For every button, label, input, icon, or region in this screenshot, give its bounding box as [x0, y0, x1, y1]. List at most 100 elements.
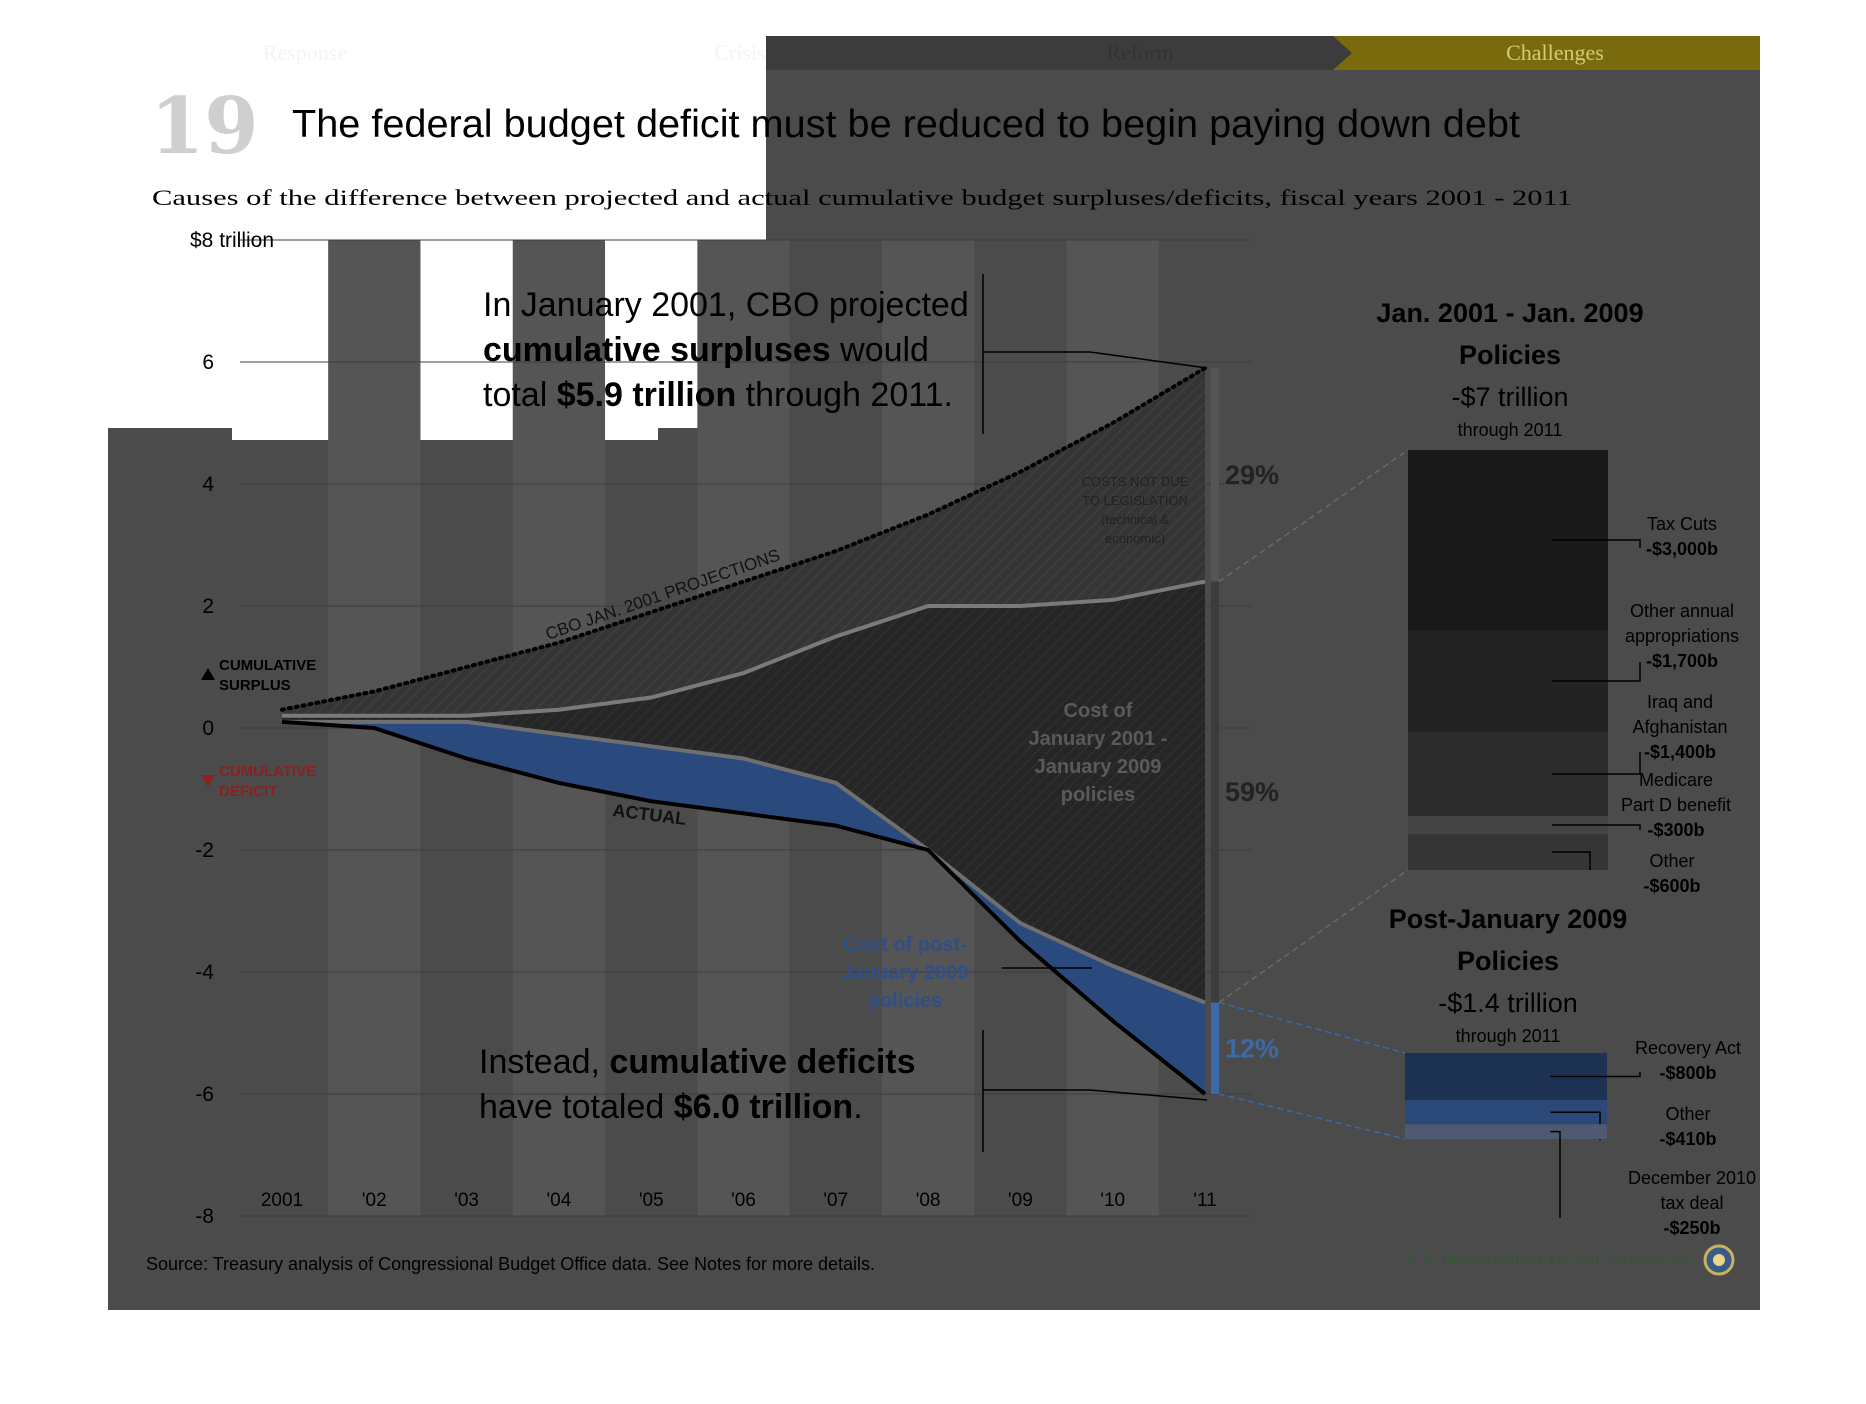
breakdown-item-label: Other annual: [1630, 601, 1734, 621]
costs-not-due-label: COSTS NOT DUE TO LEGISLATION (technical …: [1082, 474, 1189, 546]
breakdown-2001-2009: Jan. 2001 - Jan. 2009 Policies -$7 trillio…: [1376, 298, 1739, 896]
share-segment: [1211, 1002, 1219, 1094]
bottom-callout-text1: Instead,: [479, 1043, 609, 1081]
cost-2001-2009-label: Cost of January 2001 - January 2009 poli…: [1029, 700, 1168, 806]
surplus-label-line1: CUMULATIVE: [219, 657, 316, 674]
x-tick-label: 2001: [261, 1190, 303, 1211]
top-callout-bold2: $5.9 trillion: [557, 376, 737, 414]
cost-post-line3: policies: [868, 990, 942, 1012]
nav-item-reform[interactable]: Reform: [1106, 40, 1173, 65]
x-tick-label: '10: [1100, 1190, 1125, 1211]
breakdown-item-label: Part D benefit: [1621, 795, 1731, 815]
top-callout-line2: cumulative surpluses would: [483, 331, 929, 369]
breakdown-item-label: Afghanistan: [1632, 717, 1727, 737]
y-axis: $8 trillion 6 4 2 0 -2 -4 -6 -8: [190, 229, 274, 1228]
share-segment: [1211, 368, 1219, 582]
projection-line: [280, 366, 1207, 712]
x-tick-label: '08: [916, 1190, 941, 1211]
down-triangle-icon: [201, 775, 215, 787]
nav-item-challenges[interactable]: Challenges: [1506, 40, 1604, 65]
breakdown-item-value: -$800b: [1659, 1063, 1716, 1083]
nav-item-response[interactable]: Response: [263, 40, 347, 65]
bottom-callout-bold1: cumulative deficits: [609, 1043, 915, 1081]
bottom-callout-text3: .: [853, 1088, 862, 1126]
breakdown-item-value: -$1,700b: [1646, 651, 1718, 671]
breakdown-item-value: -$300b: [1647, 820, 1704, 840]
cost-2001-line2: January 2001 -: [1029, 728, 1168, 750]
costs-not-due-line4: economic): [1105, 531, 1165, 546]
y-tick-label: 0: [202, 717, 214, 740]
x-tick-label: '04: [547, 1190, 572, 1211]
breakdown-item-label: Medicare: [1639, 770, 1713, 790]
cost-2001-line4: policies: [1061, 784, 1135, 806]
cost-2001-line1: Cost of: [1064, 700, 1133, 722]
top-callout-line3: total $5.9 trillion through 2011.: [483, 376, 953, 414]
breakdown-item-value: -$1,400b: [1644, 742, 1716, 762]
bottom-callout: Instead, cumulative deficits have totale…: [479, 1043, 916, 1126]
x-tick-label: '11: [1193, 1190, 1216, 1211]
cost-post-line2: January 2009: [842, 962, 969, 984]
bottom-callout-line2: have totaled $6.0 trillion.: [479, 1088, 863, 1126]
deficit-label-line2: DEFICIT: [219, 783, 277, 800]
top-callout: In January 2001, CBO projected cumulativ…: [483, 286, 969, 414]
top-callout-text2: would: [831, 331, 929, 369]
agency-name: U.S. DEPARTMENT OF THE TREASURY: [1408, 1253, 1692, 1270]
y-tick-label: 6: [202, 351, 214, 374]
breakdown-segment: [1408, 816, 1608, 834]
nav-bar: Response Crisis Reform Challenges: [263, 36, 1760, 70]
breakdown-item-label: Recovery Act: [1635, 1038, 1741, 1058]
nav-active-bg: [1333, 36, 1760, 70]
deficit-legend: CUMULATIVE DEFICIT: [201, 763, 316, 800]
top-callout-leader: [983, 351, 1208, 369]
bottom-callout-line1: Instead, cumulative deficits: [479, 1043, 916, 1081]
breakdown-leader: [1552, 539, 1641, 548]
connector-line-blue: [1218, 1001, 1406, 1054]
x-tick-label: '03: [454, 1190, 479, 1211]
x-tick-label: '09: [1008, 1190, 1033, 1211]
share-label: 29%: [1225, 460, 1279, 490]
source-note: Source: Treasury analysis of Congression…: [146, 1254, 875, 1274]
breakdown-segment: [1405, 1124, 1607, 1139]
breakdown-title-line1: Jan. 2001 - Jan. 2009: [1376, 298, 1643, 328]
costs-not-due-line1: COSTS NOT DUE: [1082, 474, 1189, 489]
cost-post-2009-label: Cost of post- January 2009 policies: [842, 934, 969, 1012]
breakdown-leader: [1550, 1072, 1641, 1078]
treasury-seal-icon: [1703, 1244, 1735, 1276]
chart-areas: [282, 368, 1205, 1094]
breakdown-total: -$7 trillion: [1451, 382, 1568, 412]
x-axis: 2001 '02 '03 '04 '05 '06 '07 '08 '09 '10 '11: [261, 1190, 1217, 1211]
breakdown-leader: [1550, 1130, 1561, 1218]
area-cost-post-2009: [282, 721, 1205, 1094]
y-tick-label: -6: [195, 1083, 214, 1106]
post-2009-boundary-line: [282, 719, 1206, 1005]
top-callout-bold1: cumulative surpluses: [483, 331, 831, 369]
top-callout-text1: In January 2001, CBO projected: [483, 286, 969, 324]
bottom-callout-text2: have totaled: [479, 1088, 674, 1126]
share-label: 59%: [1225, 777, 1279, 807]
x-tick-label: '07: [823, 1190, 848, 1211]
breakdown-leader: [1552, 752, 1641, 775]
breakdown-total: -$1.4 trillion: [1438, 988, 1578, 1018]
area-cost-2001-2009: [282, 581, 1205, 1003]
breakdown-item-label: Other: [1665, 1104, 1710, 1124]
costs-not-due-line3: (technical &: [1101, 512, 1169, 527]
y-tick-label: $8 trillion: [190, 229, 274, 252]
page-number: 19: [150, 81, 259, 172]
policy-boundary-line: [282, 579, 1206, 718]
breakdown-post-2009: Post-January 2009 Policies -$1.4 trillion t…: [1389, 904, 1756, 1238]
breakdown-item-value: -$600b: [1643, 876, 1700, 896]
top-callout-text3b: through 2011.: [736, 376, 953, 414]
nav-item-crisis[interactable]: Crisis: [714, 40, 765, 65]
breakdown-title-line2: Policies: [1457, 946, 1559, 976]
x-tick-label: '02: [362, 1190, 387, 1211]
breakdown-through: through 2011: [1458, 420, 1563, 440]
y-tick-label: -4: [195, 961, 214, 984]
breakdown-item-label: Iraq and: [1647, 692, 1713, 712]
breakdown-through: through 2011: [1456, 1026, 1561, 1046]
cost-post-line1: Cost of post-: [843, 934, 966, 956]
x-tick-label: '06: [731, 1190, 756, 1211]
breakdown-item-value: -$410b: [1659, 1129, 1716, 1149]
breakdown-panels: Jan. 2001 - Jan. 2009 Policies -$7 trillio…: [1218, 298, 1756, 1238]
area-costs-not-due: [282, 368, 1205, 716]
